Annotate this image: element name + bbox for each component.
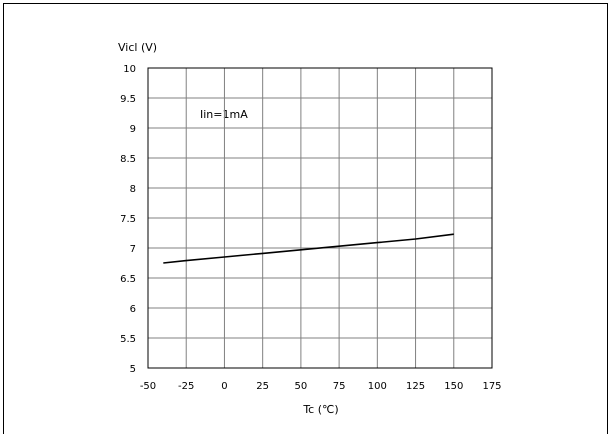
y-tick-label: 9.5 (120, 94, 136, 105)
y-tick-label: 8 (130, 184, 136, 195)
y-tick-label: 6 (130, 304, 136, 315)
y-tick-label: 5 (130, 364, 136, 375)
tick-labels: -50 -25 0 25 50 75 100 125 150 175 5 5.5 6 6.5 7 7.5 8 8.… (120, 64, 501, 392)
figure-frame (3, 3, 608, 434)
grid (148, 68, 492, 368)
x-tick-label: 150 (444, 381, 463, 392)
series-line (163, 233, 454, 264)
y-axis-label: Vicl (V) (118, 41, 157, 54)
series-layer (163, 233, 454, 264)
plot-area (147, 67, 493, 369)
x-tick-label: -50 (140, 381, 156, 392)
y-tick-label: 7.5 (120, 214, 136, 225)
x-tick-label: 175 (482, 381, 501, 392)
y-tick-label: 9 (130, 124, 136, 135)
x-tick-label: 0 (221, 381, 227, 392)
x-tick-label: 125 (406, 381, 425, 392)
x-tick-label: -25 (178, 381, 194, 392)
x-axis-label: Tc (℃) (302, 403, 338, 416)
x-tick-label: 75 (333, 381, 346, 392)
y-tick-label: 5.5 (120, 334, 136, 345)
y-tick-label: 10 (123, 64, 136, 75)
x-tick-label: 100 (368, 381, 387, 392)
y-tick-label: 6.5 (120, 274, 136, 285)
y-tick-label: 8.5 (120, 154, 136, 165)
x-tick-label: 50 (295, 381, 308, 392)
y-tick-label: 7 (130, 244, 136, 255)
x-tick-label: 25 (256, 381, 269, 392)
